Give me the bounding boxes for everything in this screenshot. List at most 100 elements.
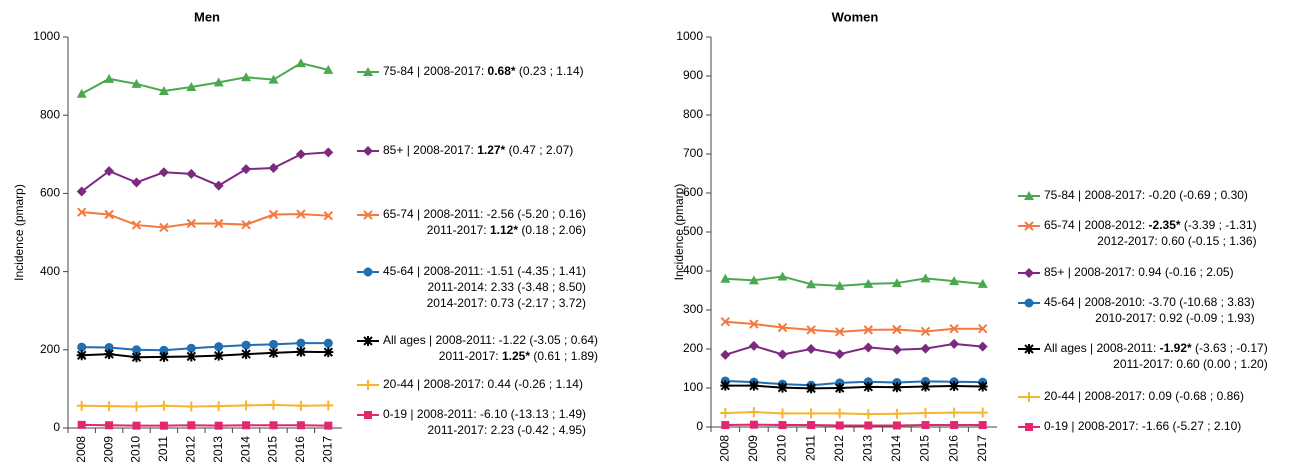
marker — [1024, 392, 1034, 402]
legend-text: 75-84 | 2008-2017: 0.68* (0.23 ; 1.14) — [383, 64, 584, 78]
legend-segment: 2012-2017: 0.60 (-0.15 ; 1.36) — [1097, 234, 1256, 248]
legend-text: 85+ | 2008-2017: 1.27* (0.47 ; 2.07) — [383, 143, 573, 157]
marker — [159, 421, 168, 430]
marker — [269, 421, 278, 430]
y-tick-label: 200 — [40, 342, 60, 356]
legend-segment: 2011-2017: — [439, 349, 502, 363]
legend-segment: (0.18 ; 2.06) — [518, 223, 586, 237]
marker — [323, 347, 334, 358]
legend-text: 2010-2017: 0.92 (-0.09 ; 1.93) — [1095, 311, 1254, 325]
marker — [863, 278, 874, 288]
marker — [268, 74, 279, 84]
legend-segment: | 2008-2017: 0.94 (-0.16 ; 2.05) — [1064, 265, 1233, 279]
marker — [977, 278, 988, 288]
marker — [76, 400, 87, 411]
marker — [720, 316, 731, 327]
legend-text: 20-44 | 2008-2017: 0.09 (-0.68 ; 0.86) — [1044, 389, 1244, 403]
marker — [749, 420, 758, 429]
marker — [186, 168, 197, 179]
x-tick-label: 2011 — [803, 435, 817, 461]
legend-segment: 2011-2017: — [427, 223, 490, 237]
marker — [364, 411, 372, 419]
series-line — [81, 62, 329, 95]
marker — [214, 342, 224, 352]
series-line — [81, 151, 329, 193]
marker — [949, 338, 960, 349]
series-line — [725, 423, 983, 427]
marker — [834, 280, 845, 290]
legend-segment: 1.12* — [490, 223, 518, 237]
marker — [834, 327, 845, 337]
marker — [863, 342, 874, 353]
marker — [213, 401, 224, 412]
marker — [296, 338, 306, 348]
legend-entry: 45-64 | 2008-2010: -3.70 (-10.68 ; 3.83)… — [1018, 295, 1255, 325]
marker — [295, 149, 306, 160]
marker — [363, 267, 373, 277]
legend-segment: | 2008-2011: -1.22 (-3.05 ; 0.64) — [426, 333, 598, 347]
marker — [131, 352, 142, 363]
marker — [806, 383, 817, 394]
legend-label: 75-84 — [383, 64, 414, 78]
x-tick-label: 2014 — [889, 435, 903, 462]
marker — [777, 271, 788, 281]
y-tick-label: 600 — [683, 185, 703, 199]
marker — [104, 166, 115, 177]
legend-text: 20-44 | 2008-2017: 0.44 (-0.26 ; 1.14) — [383, 377, 583, 391]
legend-text: 2011-2017: 1.25* (0.61 ; 1.89) — [439, 349, 598, 363]
marker — [213, 180, 224, 191]
x-tick-label: 2016 — [946, 435, 960, 462]
legend-entry: 85+ | 2008-2017: 0.94 (-0.16 ; 2.05) — [1018, 265, 1234, 279]
x-tick-label: 2012 — [832, 435, 846, 462]
marker — [1024, 298, 1034, 308]
legend-text: 2011-2017: 2.23 (-0.42 ; 4.95) — [427, 423, 586, 437]
marker — [104, 342, 114, 352]
marker — [720, 349, 731, 360]
legend-segment: 2014-2017: 0.73 (-2.17 ; 3.72) — [427, 296, 586, 310]
marker — [720, 407, 731, 418]
marker — [949, 407, 960, 418]
marker — [131, 401, 142, 412]
marker — [186, 401, 197, 412]
marker — [920, 273, 931, 283]
y-tick-label: 0 — [53, 420, 60, 434]
legend-segment: 2010-2017: 0.92 (-0.09 ; 1.93) — [1095, 311, 1254, 325]
marker — [296, 209, 306, 219]
marker — [77, 420, 86, 429]
x-tick-label: 2009 — [101, 436, 115, 463]
legend-entry: 65-74 | 2008-2011: -2.56 (-5.20 ; 0.16) 2… — [357, 207, 586, 237]
marker — [187, 421, 196, 430]
legend-text: 2011-2017: 1.12* (0.18 ; 2.06) — [427, 223, 586, 237]
series-line — [81, 423, 329, 427]
legend-label: 75-84 — [1044, 188, 1075, 202]
marker — [76, 186, 87, 197]
marker — [1025, 423, 1033, 431]
marker — [295, 346, 306, 357]
x-tick-label: 2017 — [320, 436, 334, 463]
y-tick-label: 0 — [696, 419, 703, 433]
marker — [323, 147, 334, 158]
legend-segment: 2011-2017: 0.60 (0.00 ; 1.20) — [1113, 357, 1268, 371]
marker — [777, 408, 788, 419]
legend-segment: -2.35* — [1149, 218, 1181, 232]
x-tick-label: 2015 — [266, 436, 280, 463]
legend-segment: 0.68* — [488, 64, 516, 78]
marker — [749, 319, 759, 329]
marker — [105, 421, 114, 430]
marker — [778, 421, 787, 430]
legend-segment: (0.47 ; 2.07) — [505, 143, 573, 157]
marker — [104, 349, 115, 360]
marker — [268, 209, 279, 220]
legend-label: 65-74 — [1044, 218, 1075, 232]
legend-segment: | 2008-2017: 0.09 (-0.68 ; 0.86) — [1075, 389, 1244, 403]
marker — [777, 349, 788, 360]
marker — [186, 343, 196, 353]
series-line — [725, 411, 983, 416]
legend-label: 0-19 — [1044, 419, 1068, 433]
legend-text: 45-64 | 2008-2011: -1.51 (-4.35 ; 1.41) — [383, 264, 586, 278]
marker — [77, 342, 87, 352]
marker — [720, 380, 731, 391]
legend-text: 2011-2017: 0.60 (0.00 ; 1.20) — [1113, 357, 1268, 371]
panel-title: Men — [194, 9, 220, 24]
